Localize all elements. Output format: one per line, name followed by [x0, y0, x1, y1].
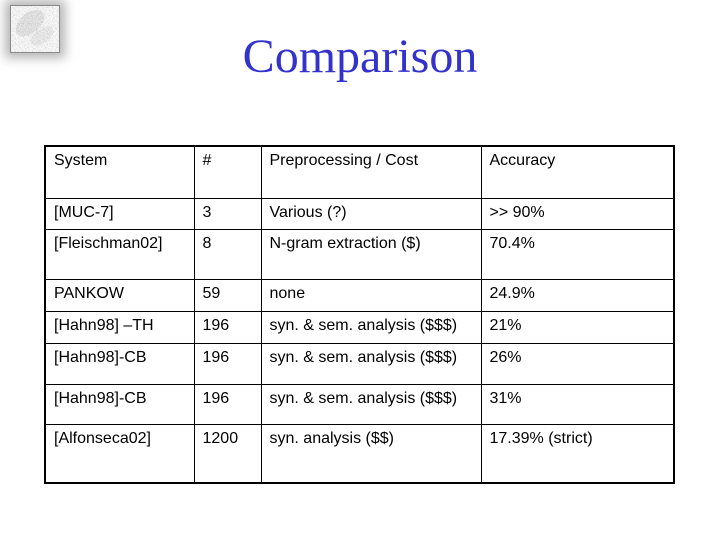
- cell-count: 196: [193, 383, 262, 425]
- cell-accuracy: 26%: [480, 342, 675, 385]
- cell-system: [MUC-7]: [44, 197, 195, 230]
- cell-preprocessing: syn. & sem. analysis ($$$): [260, 342, 482, 385]
- cell-count: 196: [193, 310, 262, 344]
- comparison-table: System # Preprocessing / Cost Accuracy […: [44, 145, 675, 484]
- cell-system: PANKOW: [44, 278, 195, 312]
- cell-system: [Hahn98] –TH: [44, 310, 195, 344]
- table-row: [Hahn98]-CB 196 syn. & sem. analysis ($$…: [44, 342, 675, 385]
- table-row: [MUC-7] 3 Various (?) >> 90%: [44, 197, 675, 230]
- cell-accuracy: 24.9%: [480, 278, 675, 312]
- column-header-preprocessing: Preprocessing / Cost: [260, 145, 482, 199]
- table-header-row: System # Preprocessing / Cost Accuracy: [44, 145, 675, 199]
- cell-accuracy: 31%: [480, 383, 675, 425]
- cell-system: [Hahn98]-CB: [44, 383, 195, 425]
- table-row: [Hahn98]-CB 196 syn. & sem. analysis ($$…: [44, 383, 675, 425]
- table-row: [Alfonseca02] 1200 syn. analysis ($$) 17…: [44, 423, 675, 484]
- column-header-system: System: [44, 145, 195, 199]
- slide-title: Comparison: [242, 30, 478, 83]
- cell-system: [Alfonseca02]: [44, 423, 195, 484]
- column-header-accuracy: Accuracy: [480, 145, 675, 199]
- cell-preprocessing: syn. & sem. analysis ($$$): [260, 383, 482, 425]
- cell-accuracy: >> 90%: [480, 197, 675, 230]
- column-header-count: #: [193, 145, 262, 199]
- cell-preprocessing: none: [260, 278, 482, 312]
- cell-count: 8: [193, 228, 262, 280]
- cell-accuracy: 17.39% (strict): [480, 423, 675, 484]
- logo-photo-icon: [10, 5, 60, 53]
- table-row: [Hahn98] –TH 196 syn. & sem. analysis ($…: [44, 310, 675, 344]
- cell-preprocessing: N-gram extraction ($): [260, 228, 482, 280]
- cell-count: 3: [193, 197, 262, 230]
- cell-accuracy: 21%: [480, 310, 675, 344]
- cell-count: 59: [193, 278, 262, 312]
- logo-image: [2, 0, 68, 64]
- cell-preprocessing: syn. & sem. analysis ($$$): [260, 310, 482, 344]
- cell-system: [Hahn98]-CB: [44, 342, 195, 385]
- cell-count: 1200: [193, 423, 262, 484]
- cell-preprocessing: syn. analysis ($$): [260, 423, 482, 484]
- cell-preprocessing: Various (?): [260, 197, 482, 230]
- cell-system: [Fleischman02]: [44, 228, 195, 280]
- table-row: PANKOW 59 none 24.9%: [44, 278, 675, 312]
- cell-count: 196: [193, 342, 262, 385]
- table-row: [Fleischman02] 8 N-gram extraction ($) 7…: [44, 228, 675, 280]
- cell-accuracy: 70.4%: [480, 228, 675, 280]
